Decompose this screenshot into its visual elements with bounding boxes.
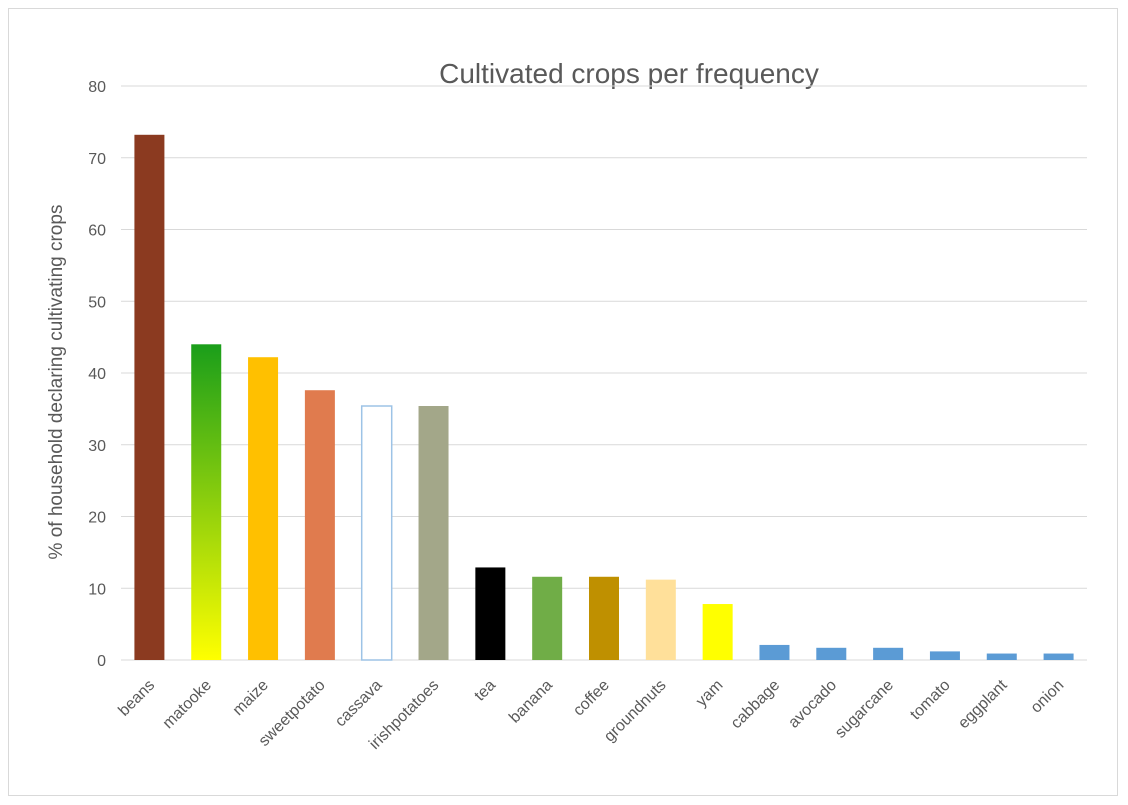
- chart-svg: Cultivated crops per frequency % of hous…: [46, 58, 1087, 753]
- x-tick-label: beans: [115, 677, 158, 720]
- y-tick-label: 50: [88, 294, 106, 311]
- x-tick-label: matooke: [160, 677, 215, 732]
- x-tick-label: banana: [506, 677, 556, 727]
- y-tick-label: 30: [88, 438, 106, 455]
- gridlines: [121, 85, 1087, 661]
- x-tick-label: yam: [693, 677, 726, 710]
- bar-groundnuts: [645, 579, 676, 660]
- y-tick-label: 0: [97, 653, 106, 670]
- y-tick-label: 40: [88, 366, 106, 383]
- bar-yam: [702, 604, 733, 660]
- x-tick-label: tea: [471, 677, 499, 705]
- y-tick-label: 70: [88, 151, 106, 168]
- x-tick-label: cassava: [332, 677, 386, 731]
- x-tick-label: maize: [230, 677, 272, 719]
- x-tick-label: cabbage: [728, 677, 784, 733]
- y-tick-label: 20: [88, 510, 106, 527]
- x-tick-label: coffee: [570, 677, 613, 720]
- y-axis-title: % of household declaring cultivating cro…: [46, 205, 67, 560]
- x-tick-label: tomato: [907, 677, 954, 724]
- x-tick-label: onion: [1028, 677, 1068, 717]
- x-tick-label: groundnuts: [601, 677, 670, 746]
- bar-tomato: [929, 651, 960, 660]
- bar-tea: [475, 567, 506, 660]
- bar-matooke: [191, 344, 222, 660]
- bars: [134, 134, 1074, 661]
- bar-irishpotatoes: [418, 406, 449, 660]
- bar-onion: [1043, 653, 1074, 660]
- bar-sweetpotato: [304, 390, 335, 660]
- y-axis-ticks: 0 10 20 30 40 50 60 70 80: [88, 79, 106, 670]
- x-tick-label: eggplant: [955, 676, 1011, 732]
- bar-beans: [134, 134, 165, 660]
- bar-cabbage: [759, 644, 790, 660]
- bar-banana: [532, 576, 563, 660]
- y-tick-label: 80: [88, 79, 106, 96]
- bar-avocado: [816, 647, 847, 660]
- bar-sugarcane: [873, 647, 904, 660]
- y-tick-label: 10: [88, 581, 106, 598]
- y-tick-label: 60: [88, 223, 106, 240]
- bar-coffee: [589, 576, 619, 660]
- bar-maize: [248, 357, 279, 660]
- bar-eggplant: [986, 653, 1017, 660]
- x-tick-label: avocado: [785, 677, 840, 732]
- chart-title: Cultivated crops per frequency: [439, 58, 819, 89]
- chart-frame: Cultivated crops per frequency % of hous…: [8, 8, 1118, 796]
- bar-cassava: [360, 405, 393, 661]
- x-tick-label: sugarcane: [832, 677, 897, 742]
